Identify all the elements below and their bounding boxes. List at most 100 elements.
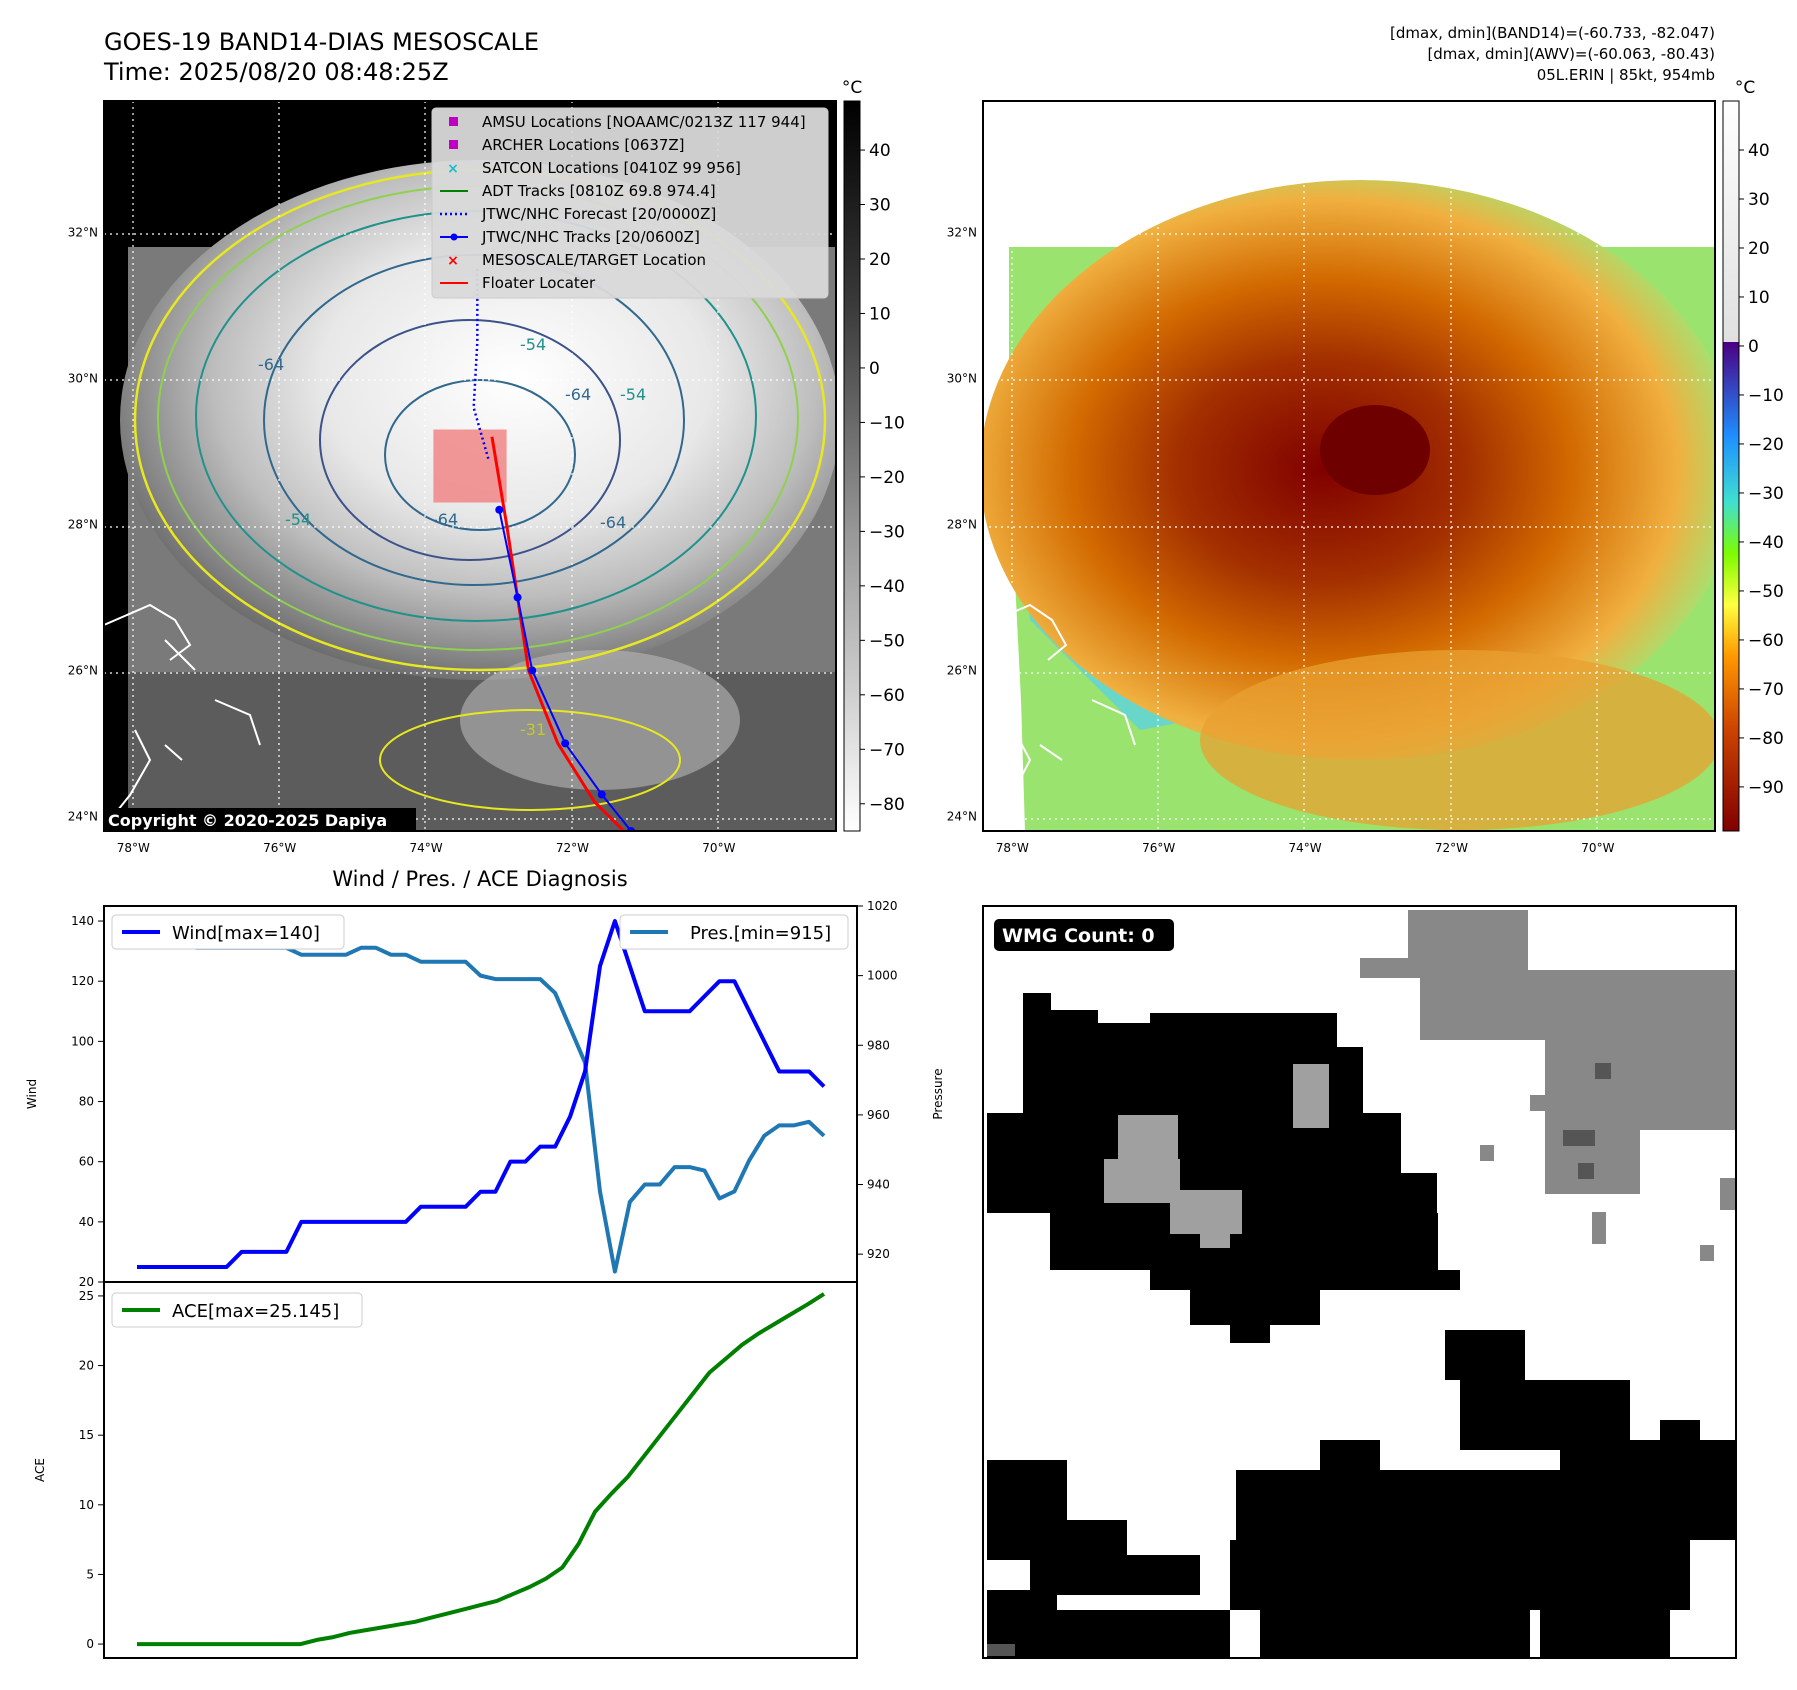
- contour-label: -31: [520, 720, 546, 739]
- colorbar-tick-label: −90: [1748, 778, 1784, 798]
- coastline-left: [104, 603, 261, 811]
- ace-tick-label: 0: [86, 1637, 94, 1651]
- lon-label: 72°W: [1435, 841, 1468, 855]
- colorbar-tick-label: 20: [869, 250, 891, 270]
- wind-legend: Wind[max=140]: [111, 914, 345, 950]
- lon-label: 72°W: [556, 841, 589, 855]
- contour-label: -54: [285, 510, 311, 529]
- wmg-panel: WMG Count: 0: [982, 905, 1737, 1659]
- colorbar-tick-label: 30: [869, 196, 891, 216]
- lat-label: 30°N: [947, 371, 977, 385]
- lon-label: 76°W: [1142, 841, 1175, 855]
- pressure-axis-ticks: 1020 1000 980 960 940 920: [857, 899, 898, 1261]
- jtwc-forecast-line: [472, 268, 490, 460]
- colorbar-tick-label: 0: [1748, 337, 1759, 357]
- colorbar-tick-label: 40: [1748, 141, 1770, 161]
- pressure-legend: Pres.[min=915]: [619, 914, 849, 950]
- ace-tick-label: 10: [79, 1498, 94, 1512]
- colorbar-tick-label: −20: [869, 468, 905, 488]
- ace-line: [137, 1292, 826, 1647]
- wind-tick-label: 120: [71, 974, 94, 988]
- lat-label: 26°N: [947, 663, 977, 677]
- right-outer-band: [1200, 650, 1715, 830]
- legend-entry-label: JTWC/NHC Forecast [20/0000Z]: [481, 205, 716, 223]
- legend-entry-label: Floater Locater: [482, 274, 596, 292]
- wmg-black-region: [987, 993, 1736, 1658]
- colorbar-tick-label: −30: [869, 522, 905, 542]
- copyright-badge: [104, 808, 416, 831]
- pressure-tick-label: 1020: [867, 899, 898, 913]
- left-tracks: [472, 268, 636, 831]
- right-colorbar: °C 40 30 20 10 0 −10 −20 −30 −40 −50 −60 −70 −80 −90: [1722, 78, 1784, 832]
- left-colorbar: °C 40 30 20 10 0 −10 −20 −30 −40 −50 −60 −70 −80: [842, 78, 905, 832]
- lat-label: 32°N: [947, 225, 977, 239]
- colorbar-tick-label: −70: [869, 740, 905, 760]
- legend-entry-label: ARCHER Locations [0637Z]: [482, 136, 685, 154]
- pressure-tick-label: 1000: [867, 969, 898, 983]
- pressure-tick-label: 980: [867, 1038, 890, 1052]
- contour-blue-2: [319, 319, 621, 561]
- left-colorbar-unit: °C: [842, 78, 862, 98]
- ace-tick-label: 20: [79, 1359, 94, 1373]
- pressure-axis-label: Pressure: [931, 1068, 945, 1119]
- legend-marker-square: [449, 140, 458, 149]
- copyright-text: Copyright © 2020-2025 Dapiya: [108, 811, 387, 830]
- lat-label: 26°N: [68, 663, 98, 677]
- jtwc-track-point: [495, 505, 504, 514]
- map-legend: AMSU Locations [NOAAMC/0213Z 117 944] ARC…: [431, 107, 829, 299]
- right-colorbar-gradient: [1722, 100, 1740, 832]
- wind-legend-box: [111, 914, 345, 950]
- left-map-panel: -54 -64 -64 -54 -54 -64 -64 -31 Copyrigh…: [68, 100, 837, 855]
- right-map-panel: 32°N 30°N 28°N 26°N 24°N 78°W 76°W 74°W 72°W 70°W: [947, 100, 1716, 855]
- colorbar-tick-label: 20: [1748, 239, 1770, 259]
- lon-label: 74°W: [1289, 841, 1322, 855]
- wind-plot-frame: [103, 905, 858, 1283]
- pressure-tick-label: 960: [867, 1108, 890, 1122]
- right-colorbar-unit: °C: [1735, 78, 1755, 98]
- contour-label: -64: [600, 513, 626, 532]
- jtwc-track-line: [498, 509, 632, 831]
- pressure-legend-box: [619, 914, 849, 950]
- colorbar-tick-label: 30: [1748, 190, 1770, 210]
- legend-entry-label: SATCON Locations [0410Z 99 956]: [482, 159, 741, 177]
- lat-label: 24°N: [947, 809, 977, 823]
- pressure-tick-label: 920: [867, 1247, 890, 1261]
- contour-label: -64: [565, 385, 591, 404]
- right-gridlines: [983, 101, 1715, 831]
- wind-tick-label: 60: [79, 1155, 94, 1169]
- right-colorbar-ticks: 40 30 20 10 0 −10 −20 −30 −40 −50 −60 −70 −80 −90: [1739, 141, 1784, 798]
- wind-tick-label: 100: [71, 1034, 94, 1048]
- legend-entry-label: ADT Tracks [0810Z 69.8 974.4]: [482, 182, 716, 200]
- jtwc-track-point: [528, 666, 537, 675]
- lon-label: 78°W: [996, 841, 1029, 855]
- lon-label: 76°W: [263, 841, 296, 855]
- ace-tick-label: 15: [79, 1428, 94, 1442]
- lon-label: 70°W: [1581, 841, 1614, 855]
- wind-series-line: [137, 919, 826, 1269]
- ace-series-line: [137, 1292, 826, 1647]
- left-map-frame: [103, 100, 837, 832]
- wind-tick-label: 20: [79, 1275, 94, 1289]
- legend-marker-square: [449, 117, 458, 126]
- colorbar-tick-label: 40: [869, 141, 891, 161]
- colorbar-tick-label: 10: [869, 304, 891, 324]
- right-map-frame: [982, 100, 1716, 832]
- contour-blue-3: [384, 379, 576, 531]
- wmg-frame: [982, 905, 1737, 1659]
- colorbar-tick-label: −50: [869, 631, 905, 651]
- target-box: [433, 429, 507, 503]
- info-line2: [dmax, dmin](AWV)=(-60.063, -80.43): [1427, 45, 1715, 63]
- title-line2: Time: 2025/08/20 08:48:25Z: [103, 58, 449, 86]
- legend-entry-label: AMSU Locations [NOAAMC/0213Z 117 944]: [482, 113, 806, 131]
- jtwc-track-point: [597, 790, 606, 799]
- lon-label: 78°W: [117, 841, 150, 855]
- ace-legend: ACE[max=25.145]: [111, 1292, 363, 1328]
- lon-label: 74°W: [410, 841, 443, 855]
- pressure-legend-label: Pres.[min=915]: [690, 923, 831, 944]
- wind-tick-label: 40: [79, 1215, 94, 1229]
- wmg-gray-region: [1360, 910, 1736, 1261]
- ace-tick-label: 25: [79, 1289, 94, 1303]
- coastline-right: [983, 603, 1136, 796]
- colorbar-tick-label: −30: [1748, 484, 1784, 504]
